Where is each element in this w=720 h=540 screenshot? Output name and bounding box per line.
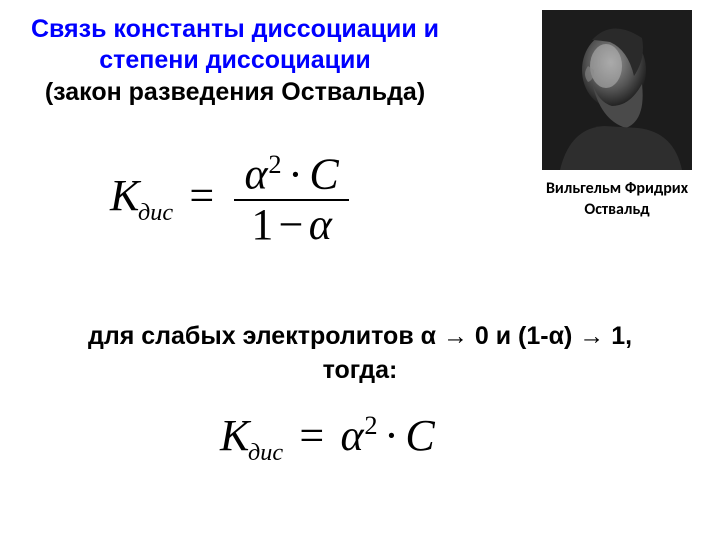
condition-text: для слабых электролитов α → 0 и (1-α) → …	[0, 320, 720, 388]
caption-line-1: Вильгельм Фридрих	[542, 179, 692, 200]
sym-dot-2: ·	[378, 411, 406, 460]
title-line-3: (закон разведения Оствальда)	[10, 77, 460, 108]
caption-line-2: Оствальд	[542, 200, 692, 221]
portrait-caption: Вильгельм Фридрих Оствальд	[542, 179, 692, 221]
sym-alpha: α	[244, 150, 267, 199]
numerator: α2·C	[234, 150, 348, 199]
sym-C-2: C	[405, 411, 434, 460]
sym-C: C	[309, 150, 338, 199]
condition-line-2: тогда:	[0, 354, 720, 388]
sym-alpha-sup-2: 2	[364, 410, 377, 440]
sym-eq-2: =	[294, 411, 329, 460]
formula-ostwald-full: Кдис = α2·C 1−α	[110, 150, 353, 249]
sym-K-sub-2: дис	[248, 439, 283, 466]
sym-K-sub: дис	[138, 199, 173, 226]
sym-minus: −	[273, 200, 308, 249]
fraction: α2·C 1−α	[234, 150, 348, 249]
sym-K: К	[110, 171, 139, 220]
portrait-image	[542, 10, 692, 170]
sym-alpha-2: α	[340, 411, 363, 460]
sym-alpha-den: α	[309, 200, 332, 249]
title-line-1: Связь константы диссоциации и	[10, 14, 460, 45]
slide: Связь константы диссоциации и степени ди…	[0, 0, 720, 540]
sym-dot: ·	[282, 150, 310, 199]
sym-alpha-sup: 2	[268, 149, 281, 179]
sym-eq: =	[184, 171, 219, 220]
title-line-2: степени диссоциации	[10, 45, 460, 76]
formula-ostwald-simplified: Кдис = α2·C	[220, 410, 435, 467]
denominator: 1−α	[234, 199, 348, 249]
sym-K-2: К	[220, 411, 249, 460]
condition-line-1: для слабых электролитов α → 0 и (1-α) → …	[0, 320, 720, 354]
portrait-block: Вильгельм Фридрих Оствальд	[542, 10, 692, 221]
slide-title: Связь константы диссоциации и степени ди…	[10, 14, 460, 108]
sym-one: 1	[251, 200, 273, 249]
